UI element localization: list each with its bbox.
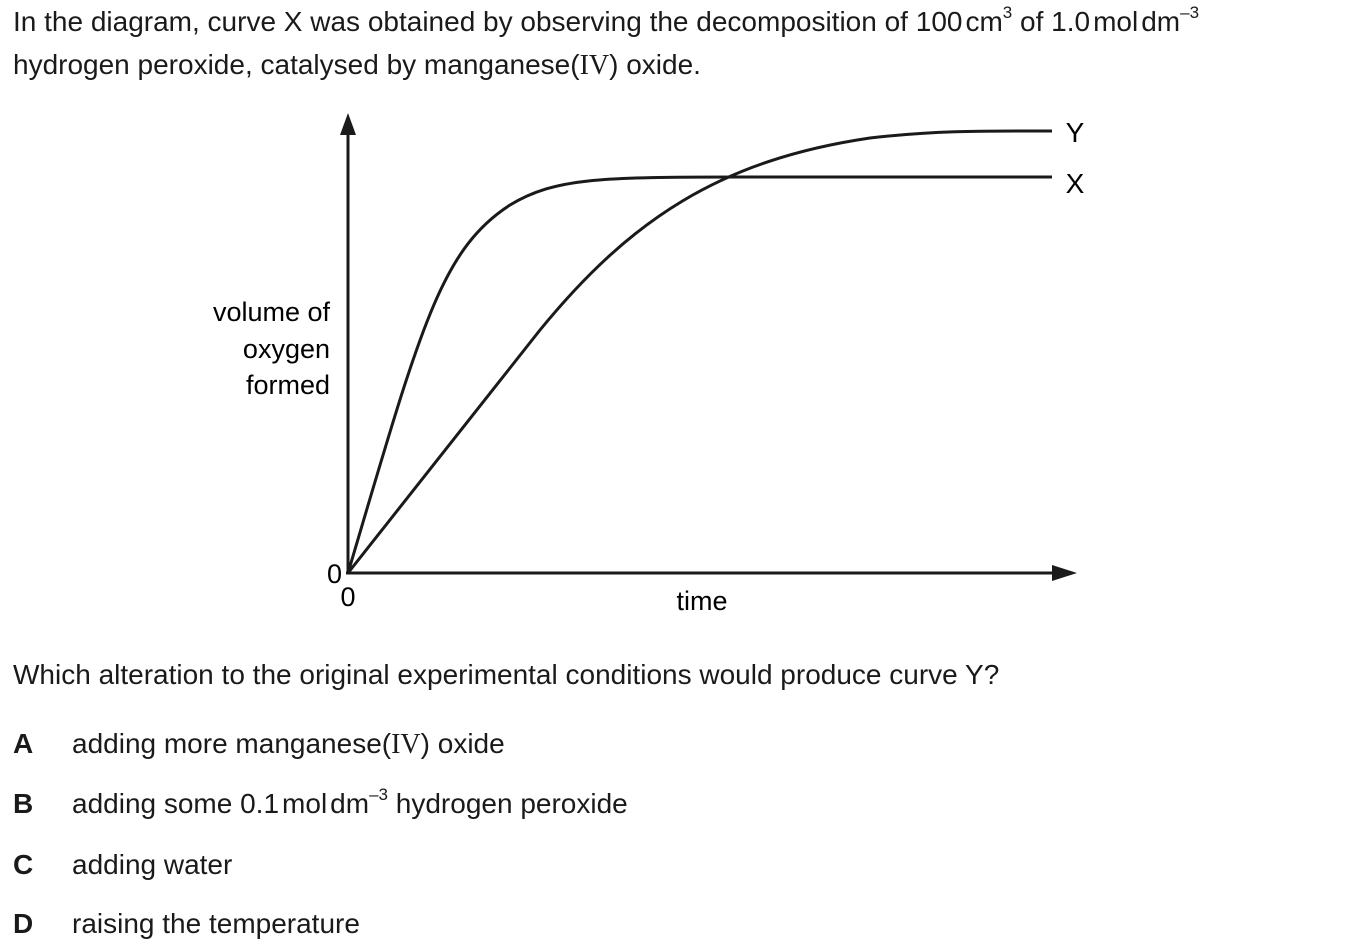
unit-cm-exponent: 3 [1002,3,1013,22]
unit-dm-exponent: –3 [1180,3,1200,22]
unit-dm: dm [1141,6,1181,37]
y-axis-arrowhead [340,113,356,135]
y-axis-label-line-3: formed [246,370,330,400]
y-axis-label-line-2: oxygen [243,334,330,364]
option-letter: C [13,849,34,880]
option-text: adding more manganese(IV) oxide [72,725,505,764]
unit-mol: mol [1093,6,1139,37]
curve-x-label: X [1066,168,1085,199]
question-stem: Which alteration to the original experim… [13,659,1000,690]
curve-y [346,129,1053,574]
option-text: raising the temperature [72,908,360,939]
x-axis-arrowhead [1052,565,1077,581]
option-b-unit-dm: dm [330,788,370,819]
option-letter: A [13,728,34,759]
reaction-rate-graph: Y X volume of oxygen formed 0 0 time [213,113,1085,616]
intro-roman-numeral: IV [579,50,610,81]
option-letter: D [13,908,34,939]
intro-line2-text: hydrogen peroxide, catalysed by manganes… [13,49,580,80]
y-axis-label-line-1: volume of [213,297,331,327]
option-a-text-end: ) oxide [420,728,505,759]
option-b-unit-exponent: –3 [369,785,388,804]
intro-line1-text: In the diagram, curve X was obtained by … [13,6,963,37]
curve-x [346,175,1052,574]
option-b-text-start: adding some 0.1 [72,788,280,819]
x-axis-label: time [676,586,727,616]
option-b-text-end: hydrogen peroxide [395,788,628,819]
option-b-unit-mol: mol [282,788,328,819]
option-a-roman-numeral: IV [391,729,421,760]
x-origin-label: 0 [340,582,355,612]
curve-y-label: Y [1066,117,1085,148]
y-origin-label: 0 [327,559,342,589]
question-intro: In the diagram, curve X was obtained by … [13,2,1333,85]
intro-concentration-text: of 1.0 [1020,6,1091,37]
option-text: adding water [72,849,233,880]
option-a-text-start: adding more manganese( [72,728,392,759]
unit-cm: cm [965,6,1003,37]
option-text: adding some 0.1 mol dm–3 hydrogen peroxide [72,785,628,827]
option-letter: B [13,788,34,819]
intro-line2-end: ) oxide. [609,49,701,80]
